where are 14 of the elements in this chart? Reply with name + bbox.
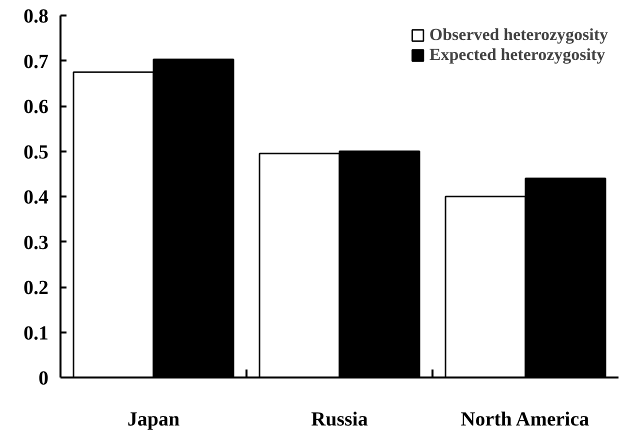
y-tick-label: 0.3 xyxy=(24,232,48,254)
y-tick-label: 0.7 xyxy=(24,50,48,73)
x-tick-label: Russia xyxy=(311,408,368,430)
y-tick-label: 0.4 xyxy=(24,186,48,208)
y-tick-label: 0.5 xyxy=(24,141,48,164)
y-tick-label: 0.6 xyxy=(24,96,48,118)
y-tick-label: 0.8 xyxy=(24,6,48,28)
y-tick-label: 0.1 xyxy=(24,322,48,344)
legend-label: Observed heterozygosity xyxy=(429,25,608,45)
legend-label: Expected heterozygosity xyxy=(429,45,606,65)
y-tick-label: 0.2 xyxy=(24,277,48,299)
x-tick-label: North America xyxy=(460,408,590,430)
x-tick-label: Japan xyxy=(127,408,180,430)
y-tick-label: 0 xyxy=(38,368,48,390)
